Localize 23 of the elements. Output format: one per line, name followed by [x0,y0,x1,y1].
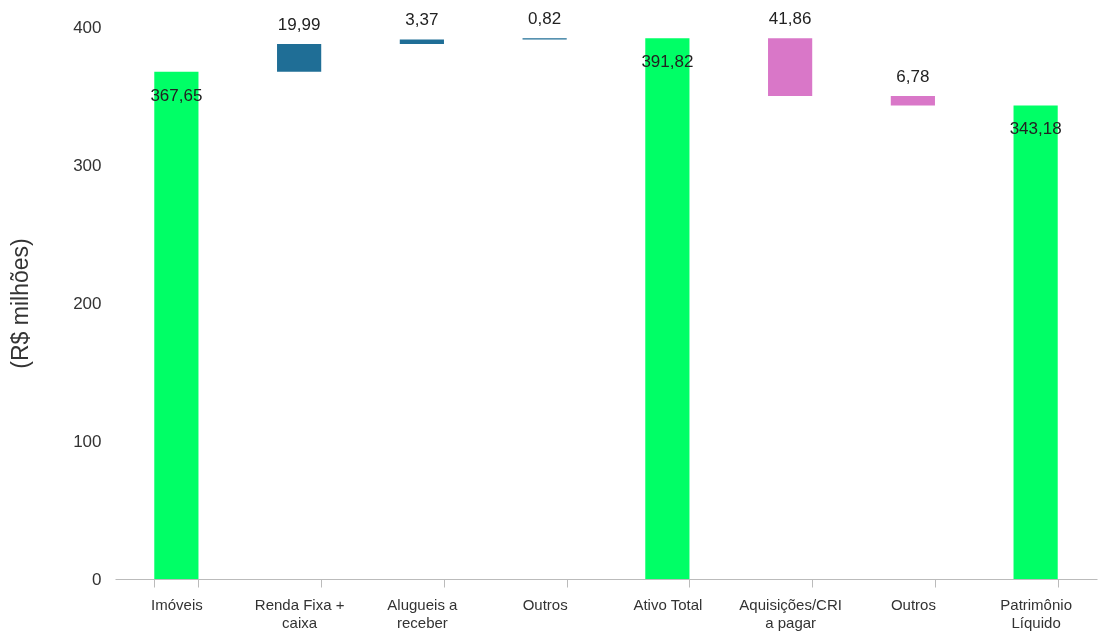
bar [277,44,322,72]
x-tick-label: Aquisições/CRI a pagar [739,595,842,631]
data-label: 0,82 [528,9,562,29]
bar [768,38,813,97]
x-tick-label: Outros [890,595,936,613]
x-tick-label: Renda Fixa + caixa [254,595,345,631]
data-label: 41,86 [768,9,812,29]
bar [399,39,444,45]
x-tick-label: Outros [522,595,568,613]
x-tick-label: Ativo Total [633,595,703,613]
y-tick-label: 300 [73,155,102,175]
x-tick-label: Patrimônio Líquido [1000,595,1072,631]
data-label: 6,78 [896,67,930,87]
data-label: 19,99 [277,15,321,35]
x-tick-label: Imóveis [151,595,203,613]
y-tick-label: 200 [73,293,102,313]
x-tick-label: Alugueis a receber [387,595,459,631]
y-tick-label: 0 [92,569,102,589]
y-axis-title: (R$ milhões) [7,238,34,369]
y-tick-label: 100 [73,431,102,451]
y-tick-label: 400 [73,17,102,37]
bar [890,96,935,106]
data-label: 3,37 [405,10,439,30]
